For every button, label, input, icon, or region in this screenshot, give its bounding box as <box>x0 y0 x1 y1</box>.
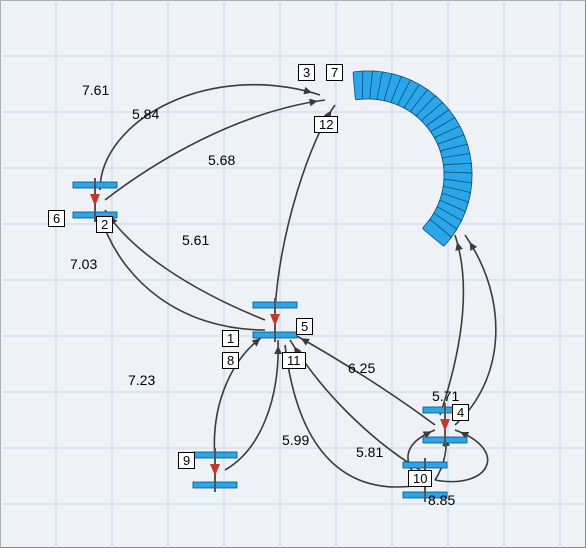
diagram-canvas: 37 12 6 2 1 5 8 11 9 4 10 7.61 5.84 5.68 5.61 7.03 7.23 5… <box>0 0 586 548</box>
edge-weight-label: 5.99 <box>282 432 309 448</box>
node-number-label: 11 <box>282 352 306 369</box>
node-number-label: 5 <box>296 318 313 335</box>
node-number-label: 12 <box>314 116 338 133</box>
edge-weight-label: 5.68 <box>208 152 235 168</box>
node-number-label: 1 <box>222 330 239 347</box>
node-number-label: 6 <box>48 210 65 227</box>
node-number-label: 3 <box>298 64 315 81</box>
edge-weight-label: 5.71 <box>432 388 459 404</box>
edge-weight-label: 7.03 <box>70 256 97 272</box>
node-number-label: 4 <box>452 404 469 421</box>
edge-weight-label: 5.84 <box>132 106 159 122</box>
node-number-label: 9 <box>178 452 195 469</box>
node-number-label: 8 <box>222 352 239 369</box>
edge-weight-label: 6.25 <box>348 360 375 376</box>
edge-weight-label: 8.85 <box>428 492 455 508</box>
edge-weight-label: 5.81 <box>356 444 383 460</box>
node-number-label: 2 <box>96 216 113 233</box>
node-number-label: 7 <box>326 64 343 81</box>
node-number-label: 10 <box>408 470 432 487</box>
edge-weight-label: 7.23 <box>128 372 155 388</box>
edge-weight-label: 7.61 <box>82 82 109 98</box>
edge-weight-label: 5.61 <box>182 232 209 248</box>
